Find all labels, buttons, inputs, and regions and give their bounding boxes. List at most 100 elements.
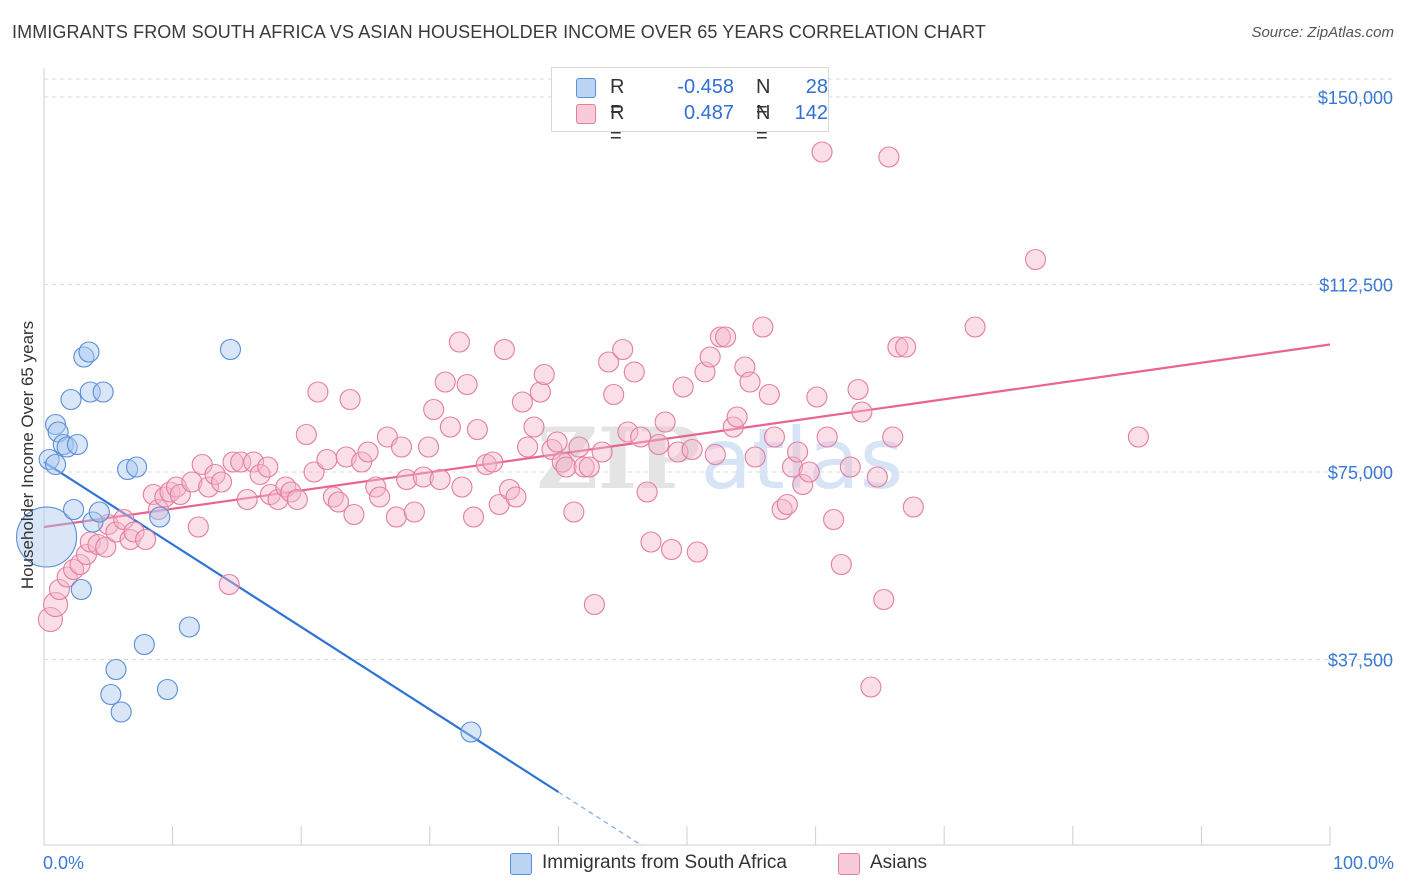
point-south-africa	[92, 381, 114, 403]
point-south-africa	[88, 501, 110, 523]
r-value: -0.458	[677, 76, 734, 98]
point-asians	[839, 456, 861, 478]
trend-line-asians	[43, 343, 1331, 529]
correlation-legend: R = -0.458 N = 28 R = 0.487 N = 142	[551, 67, 829, 147]
trend-lines	[43, 343, 1331, 847]
legend-swatch-pink	[838, 853, 860, 875]
point-asians	[873, 588, 895, 611]
point-south-africa	[66, 433, 88, 456]
point-asians	[113, 508, 135, 531]
point-asians	[456, 373, 478, 396]
point-asians	[434, 371, 456, 393]
point-asians	[752, 316, 774, 338]
point-asians	[630, 426, 652, 448]
point-asians	[429, 468, 451, 491]
point-asians	[423, 398, 445, 421]
n-label: N =	[756, 76, 771, 121]
point-asians	[636, 481, 658, 503]
y-tick-label: $112,500	[1319, 276, 1393, 296]
point-asians	[555, 456, 577, 478]
point-asians	[295, 423, 317, 446]
point-asians	[603, 383, 625, 406]
point-asians	[412, 466, 434, 488]
point-asians	[895, 336, 917, 358]
point-asians	[451, 476, 473, 498]
point-asians	[135, 528, 157, 551]
point-asians	[617, 421, 639, 443]
point-asians	[798, 461, 820, 483]
point-south-africa	[60, 388, 82, 411]
point-south-africa	[219, 338, 242, 361]
point-south-africa	[100, 683, 122, 706]
point-asians	[369, 486, 391, 508]
point-asians	[776, 493, 798, 516]
y-tick-label: $37,500	[1328, 651, 1393, 671]
point-asians	[806, 386, 828, 408]
point-south-africa	[45, 413, 67, 436]
point-south-africa	[70, 578, 92, 601]
point-asians	[523, 416, 545, 438]
point-asians	[462, 506, 485, 528]
point-asians	[758, 383, 780, 406]
r-value: 0.487	[683, 102, 734, 124]
point-asians	[69, 553, 91, 576]
point-asians	[222, 451, 244, 473]
point-asians	[439, 416, 461, 438]
trend-line-south-africa-extension	[558, 791, 643, 847]
chart-title: IMMIGRANTS FROM SOUTH AFRICA VS ASIAN HO…	[12, 22, 986, 42]
point-asians	[704, 443, 726, 466]
point-asians	[726, 406, 748, 428]
point-asians	[210, 471, 233, 493]
r-label: R =	[610, 102, 625, 147]
point-asians	[661, 538, 683, 561]
point-asians	[482, 451, 504, 473]
tick-labels: $37,500 $75,000 $112,500 $150,000 0.0% 100.0%	[43, 88, 1394, 873]
point-asians	[1127, 426, 1149, 448]
point-asians	[591, 441, 613, 463]
point-asians	[307, 381, 329, 403]
point-asians	[787, 441, 809, 463]
point-south-africa	[178, 616, 200, 638]
point-asians	[385, 506, 407, 528]
point-asians	[709, 326, 731, 348]
point-south-africa	[133, 633, 155, 656]
point-asians	[847, 378, 869, 401]
point-asians	[640, 531, 662, 553]
point-asians	[123, 521, 145, 543]
point-asians	[964, 316, 986, 338]
point-asians	[493, 338, 515, 361]
point-asians	[181, 471, 203, 493]
point-asians	[715, 326, 737, 348]
point-asians	[466, 418, 488, 441]
n-label: N =	[756, 102, 771, 147]
point-south-africa	[78, 341, 100, 363]
point-asians	[218, 573, 240, 596]
point-asians	[686, 541, 708, 563]
point-asians	[198, 476, 220, 498]
point-asians	[672, 376, 694, 398]
point-south-africa	[82, 511, 104, 533]
point-south-africa	[117, 458, 139, 481]
point-asians	[583, 593, 605, 616]
point-asians	[95, 536, 117, 558]
point-asians	[327, 491, 350, 513]
point-south-africa	[63, 498, 85, 521]
legend-label: Immigrants from South Africa	[542, 852, 787, 873]
point-asians	[902, 496, 924, 518]
point-asians	[578, 456, 600, 478]
point-asians	[243, 451, 265, 473]
point-asians	[763, 426, 785, 448]
point-asians	[267, 488, 289, 511]
data-points	[16, 141, 1149, 743]
point-asians	[1024, 248, 1047, 271]
point-asians	[249, 463, 271, 486]
point-asians	[598, 351, 620, 373]
point-asians	[511, 391, 533, 413]
y-axis-label: Householder Income Over 65 years	[18, 321, 37, 589]
point-asians	[257, 456, 279, 478]
point-south-africa	[149, 506, 171, 528]
point-asians	[403, 501, 425, 523]
point-south-africa	[156, 678, 179, 701]
point-asians	[568, 436, 590, 458]
